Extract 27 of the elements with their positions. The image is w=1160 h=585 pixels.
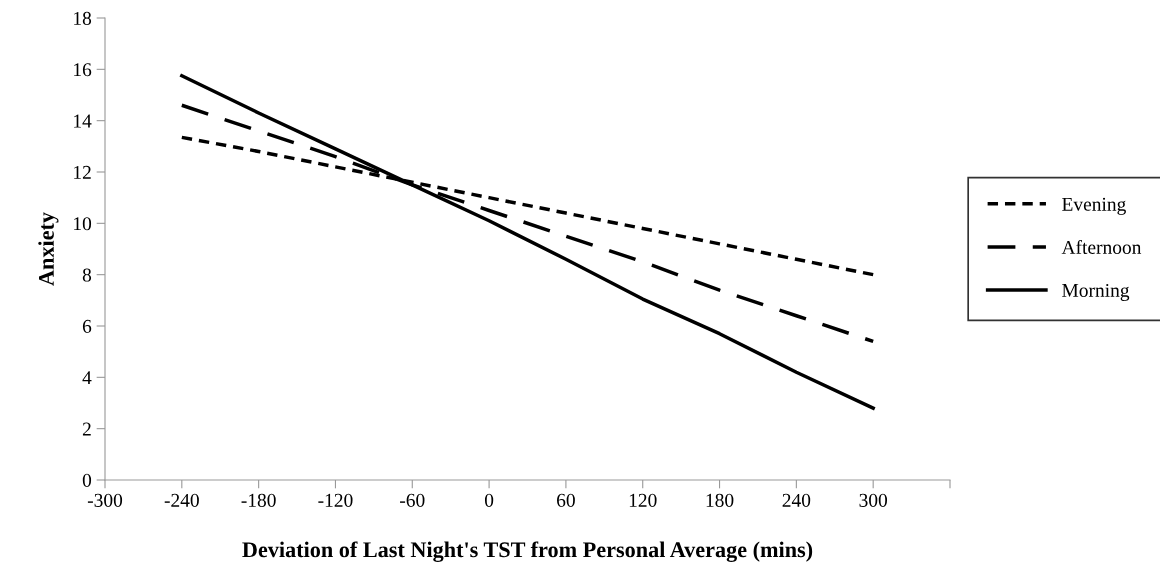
x-tick-label: 60 (557, 493, 575, 507)
x-axis-title: Deviation of Last Night's TST from Personal Average (mins) (242, 541, 813, 562)
x-tick-label: -300 (87, 493, 123, 507)
y-axis-title: Anxiety (38, 212, 59, 286)
x-tick-label: -60 (400, 493, 425, 507)
y-tick-label: 10 (74, 217, 92, 231)
y-tick-label: 12 (74, 165, 91, 179)
y-tick-label: 2 (82, 422, 91, 436)
y-tick-label: 16 (74, 63, 92, 77)
y-tick-label: 18 (74, 11, 92, 25)
y-tick-label: 8 (82, 268, 92, 282)
x-tick-label: 240 (782, 493, 811, 507)
x-tick-label: -240 (164, 493, 199, 507)
x-tick-label: -180 (241, 493, 276, 507)
x-tick-label: -120 (318, 493, 353, 507)
y-tick-label: 0 (82, 473, 92, 487)
y-tick-label: 6 (82, 319, 92, 333)
line-series (180, 74, 875, 410)
legend-label: Afternoon (1061, 240, 1142, 254)
x-tick-label: 180 (706, 493, 734, 507)
x-tick-label: 300 (859, 493, 888, 507)
y-tick-label: 14 (74, 114, 92, 128)
legend-label: Evening (1062, 197, 1126, 215)
x-tick-label: 120 (629, 493, 657, 507)
x-tick-label: 0 (484, 493, 494, 507)
legend-label: Morning (1062, 283, 1130, 301)
y-tick-label: 4 (82, 371, 92, 385)
